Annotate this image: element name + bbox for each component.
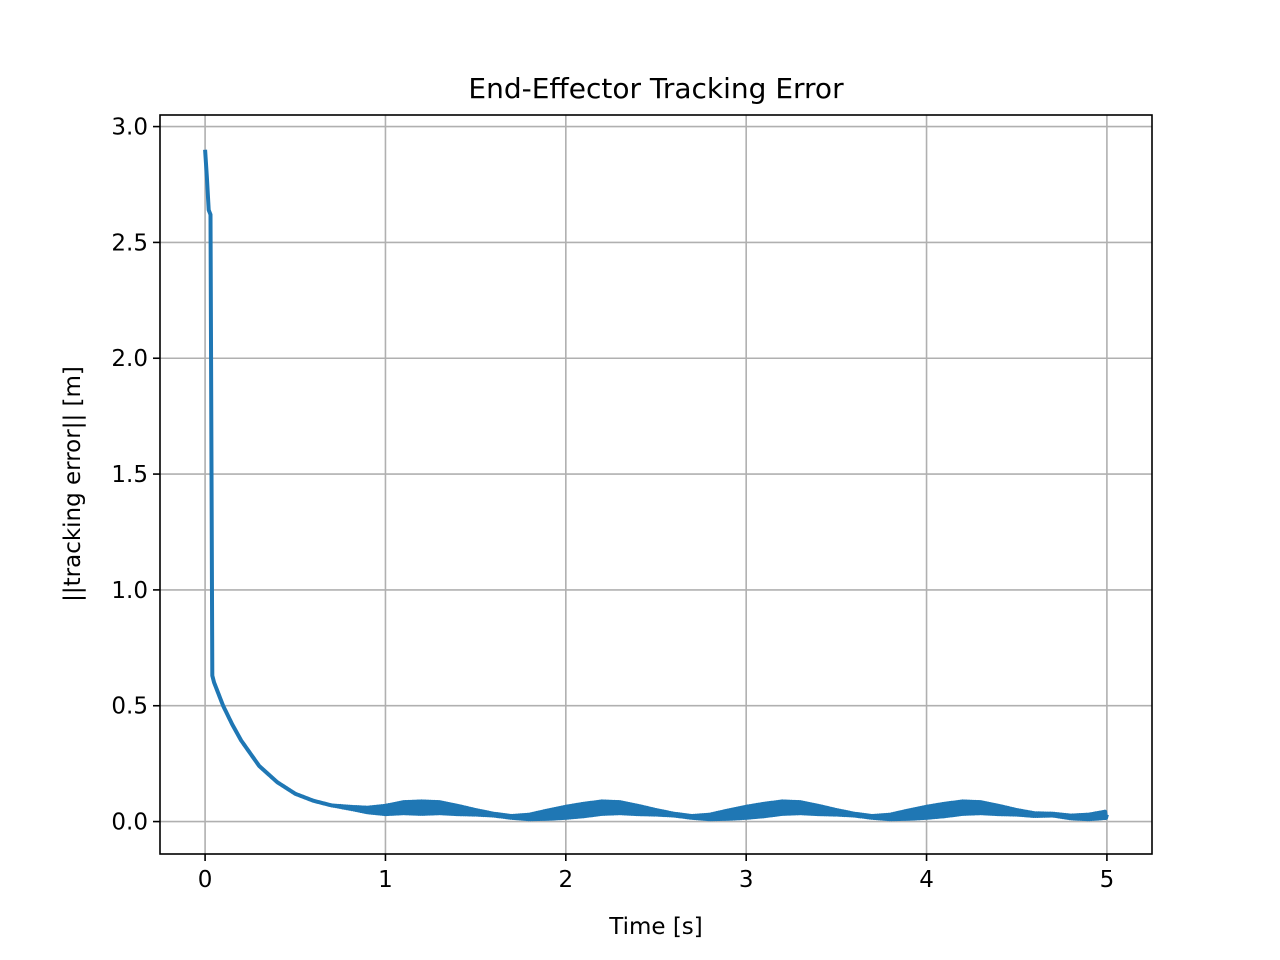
y-tick-label: 0.5 [111,694,148,720]
grid [160,115,1152,854]
x-tick-label: 2 [558,867,573,893]
series-layer [203,149,1109,822]
y-axis-label: ||tracking error|| [m] [60,366,86,602]
x-tick-label: 3 [739,867,754,893]
y-tick-label: 2.0 [111,346,148,372]
plot-frame [159,114,1153,855]
chart-title: End-Effector Tracking Error [468,72,844,105]
x-tick-label: 0 [198,867,213,893]
y-tick-label: 1.5 [111,462,148,488]
y-tick-label: 3.0 [111,115,148,141]
x-tick-label: 5 [1100,867,1115,893]
x-tick-label: 1 [378,867,393,893]
ticks: 0 1 2 3 4 5 0.0 0.5 1.0 1.5 2.0 2.5 3.0 [111,115,1114,893]
x-axis-label: Time [s] [608,914,703,940]
y-tick-label: 0.0 [111,810,148,836]
y-tick-label: 2.5 [111,230,148,256]
y-tick-label: 1.0 [111,578,148,604]
series-line [203,149,1109,822]
x-tick-label: 4 [919,867,934,893]
